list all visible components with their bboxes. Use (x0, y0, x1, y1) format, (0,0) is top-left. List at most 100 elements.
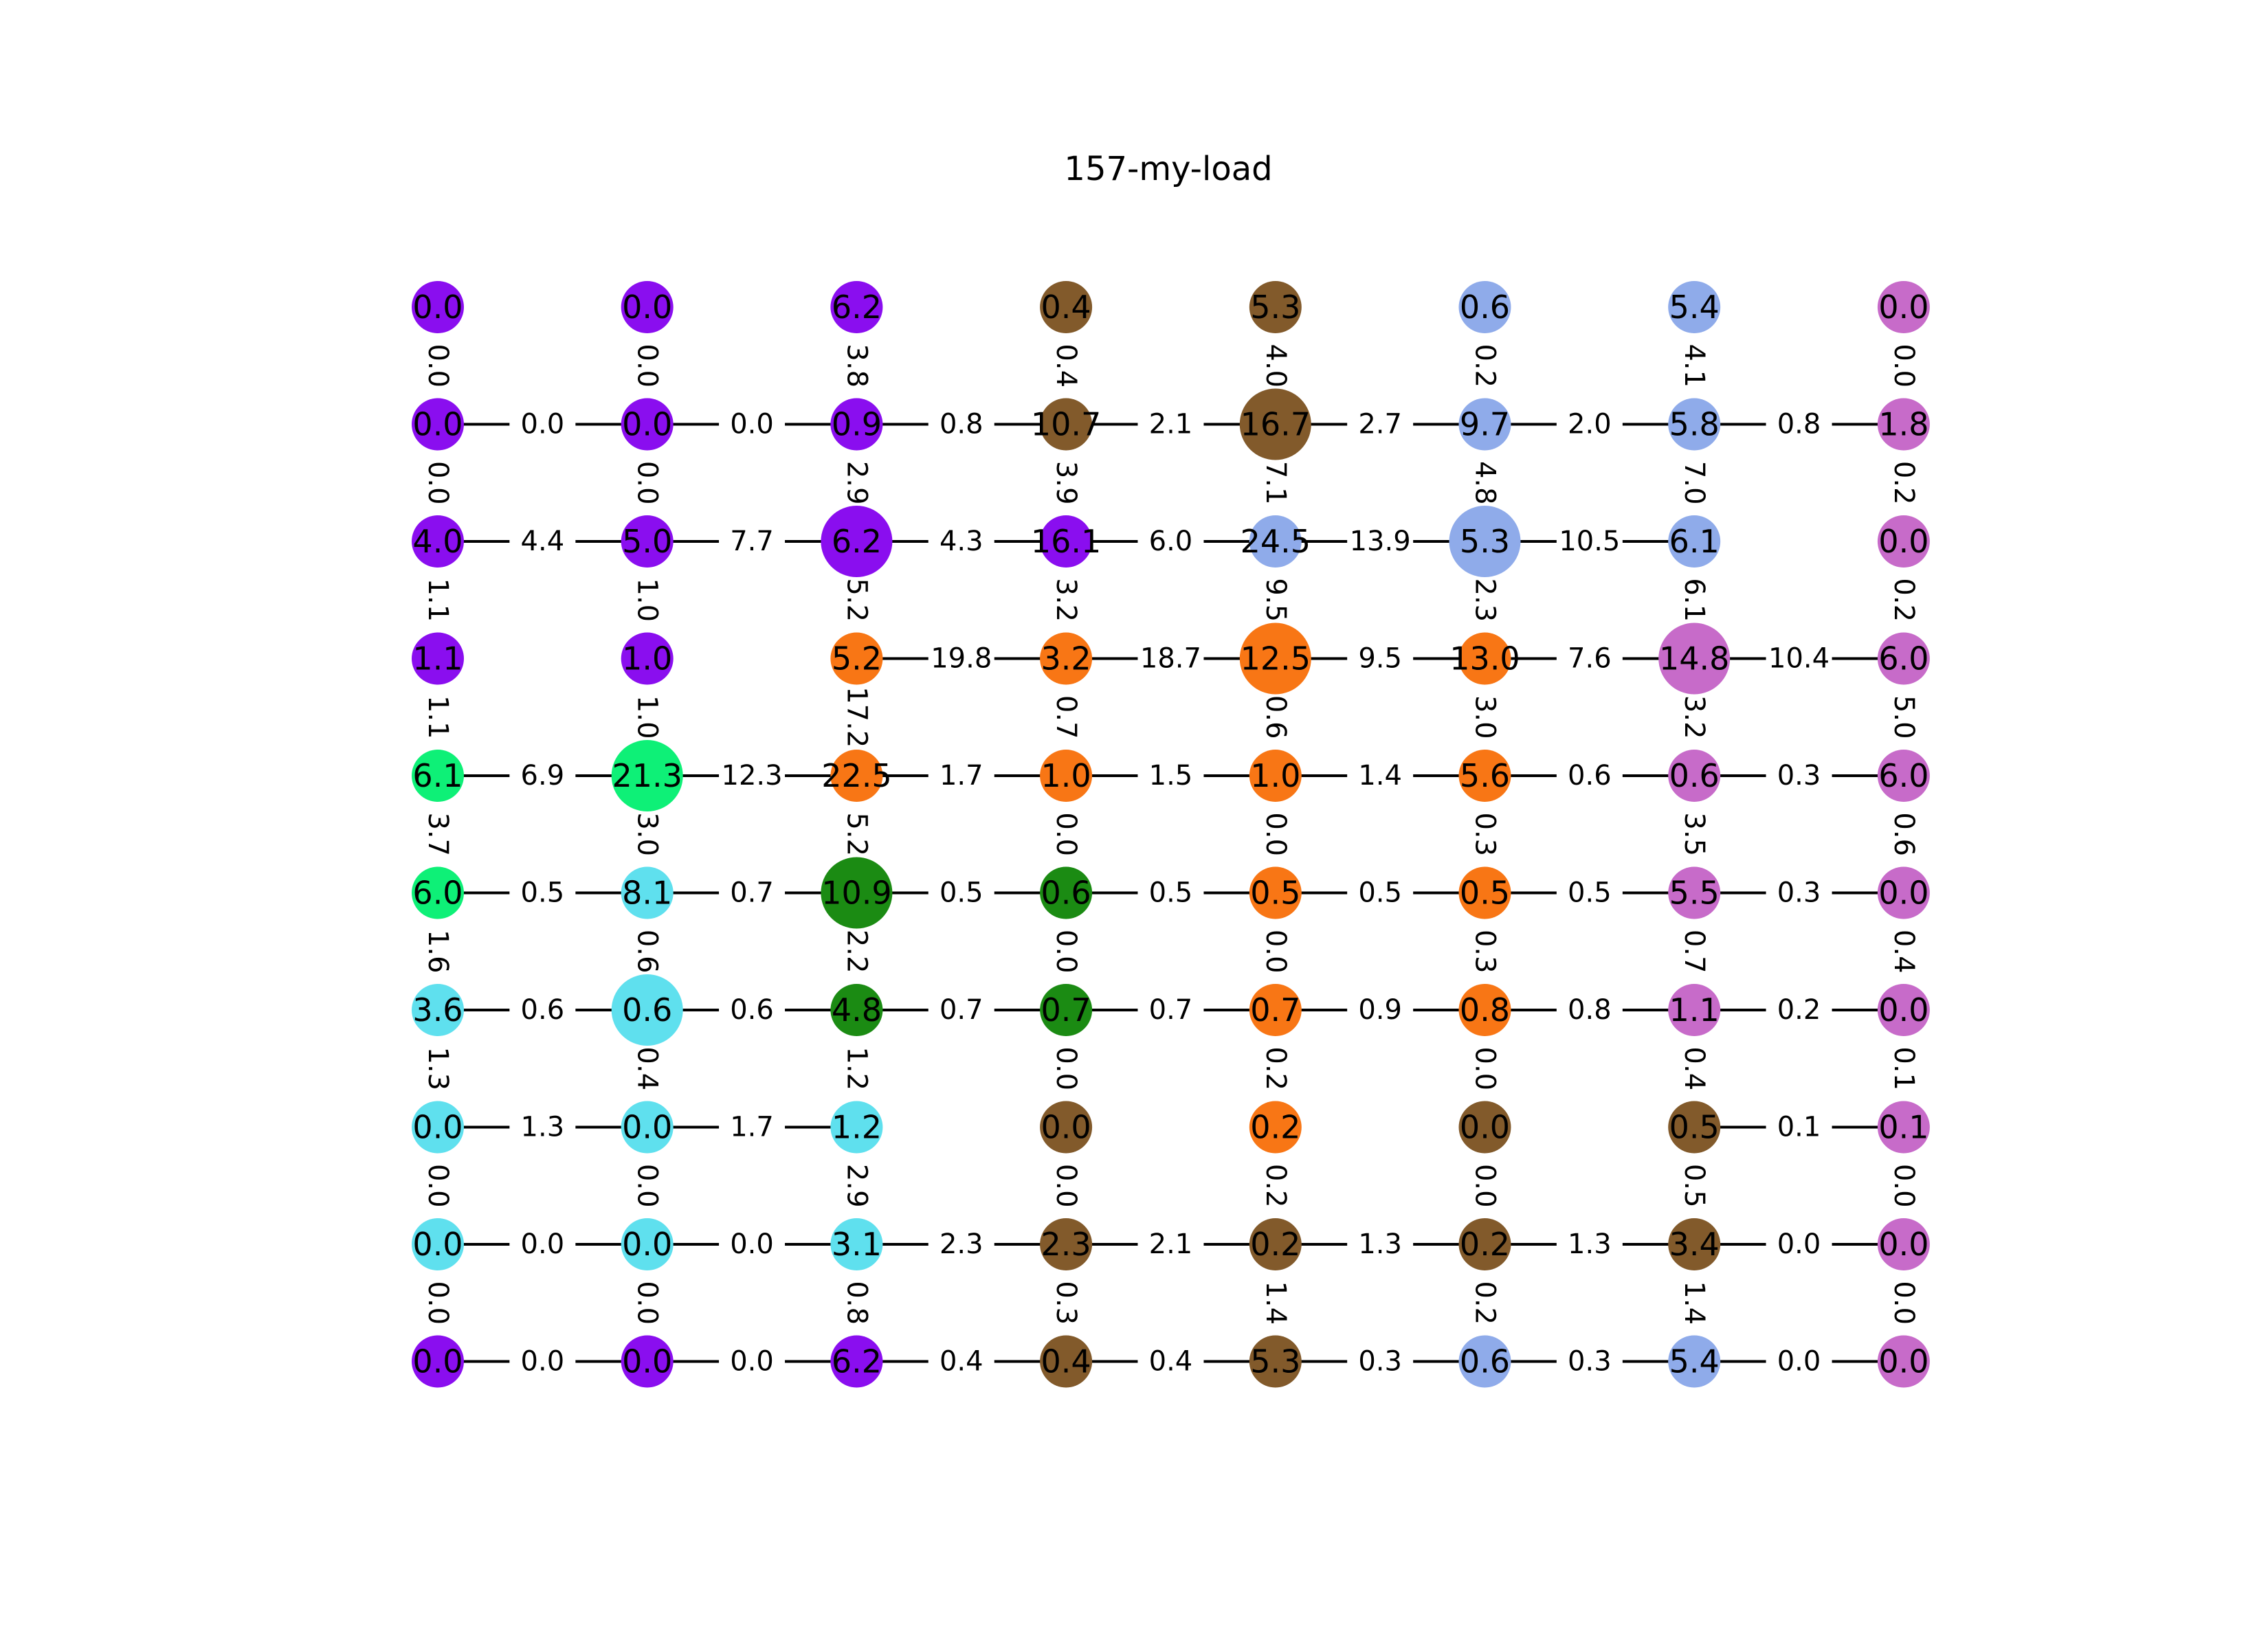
node-value-label: 1.1 (412, 640, 463, 677)
edge-label-vertical: 0.0 (422, 1164, 454, 1208)
node-value-label: 0.0 (412, 406, 463, 443)
node-value-label: 0.0 (622, 1343, 672, 1380)
grid-node (621, 398, 674, 451)
node-value-label: 1.0 (1250, 757, 1300, 794)
nodes-layer: 0.0 0.0 6.2 0.4 5.3 0.6 5.4 0.0 0.0 0.0 0.9 10.7 16.… (412, 281, 1930, 1388)
grid-node (1040, 866, 1093, 919)
grid-node (1877, 984, 1930, 1036)
edge-label-vertical: 3.9 (1050, 461, 1082, 505)
edge-label-vertical: 0.0 (1469, 1046, 1501, 1090)
edge-label-horizontal: 1.3 (1568, 1229, 1612, 1260)
edge-label-horizontal: 0.5 (521, 877, 565, 909)
grid-node (1040, 1335, 1093, 1388)
edge-label-vertical: 0.2 (1888, 578, 1920, 622)
node-value-label: 9.7 (1460, 406, 1510, 443)
grid-node (412, 515, 464, 568)
edge-label-horizontal: 0.3 (1358, 1346, 1402, 1378)
edge-label-vertical: 0.4 (632, 1046, 663, 1090)
edge-label-horizontal: 1.3 (1358, 1229, 1402, 1260)
edge-label-vertical: 0.3 (1469, 812, 1501, 856)
grid-node (1458, 750, 1511, 802)
edge-label-horizontal: 0.0 (730, 1346, 774, 1378)
node-value-label: 0.0 (1460, 1109, 1510, 1146)
edge-label-horizontal: 1.3 (521, 1112, 565, 1143)
edge-label-horizontal: 1.7 (730, 1112, 774, 1143)
edge-label-vertical: 7.0 (1678, 461, 1710, 505)
grid-node (1877, 866, 1930, 919)
edge-label-vertical: 9.5 (1260, 578, 1291, 622)
node-value-label: 0.0 (1041, 1109, 1091, 1146)
edge-label-horizontal: 10.5 (1559, 526, 1620, 557)
edge-label-vertical: 0.0 (1888, 344, 1920, 388)
edge-label-vertical: 0.0 (632, 344, 663, 388)
edge-label-horizontal: 1.4 (1358, 760, 1402, 792)
edge-label-horizontal: 7.7 (730, 526, 774, 557)
node-value-label: 0.8 (1460, 991, 1510, 1029)
node-value-label: 24.5 (1241, 523, 1311, 560)
grid-node (1458, 398, 1511, 451)
grid-node (1239, 622, 1311, 695)
edge-label-horizontal: 0.5 (940, 877, 983, 909)
grid-node (1040, 632, 1093, 685)
grid-node (611, 974, 683, 1046)
grid-node (1877, 750, 1930, 802)
edge-label-vertical: 1.4 (1260, 1281, 1291, 1325)
edge-label-vertical: 4.8 (1469, 461, 1501, 505)
grid-node (1658, 622, 1731, 695)
grid-node (621, 1101, 674, 1154)
node-value-label: 16.1 (1031, 523, 1101, 560)
edge-label-horizontal: 0.9 (1358, 994, 1402, 1026)
grid-node (1877, 1335, 1930, 1388)
grid-node (1668, 984, 1721, 1036)
edge-label-vertical: 0.6 (1260, 695, 1291, 739)
grid-node (1877, 398, 1930, 451)
grid-node (830, 984, 883, 1036)
node-value-label: 1.8 (1878, 406, 1928, 443)
node-value-label: 0.6 (1460, 1343, 1510, 1380)
node-value-label: 22.5 (821, 757, 891, 794)
node-value-label: 6.0 (1878, 757, 1928, 794)
node-value-label: 5.4 (1669, 289, 1720, 326)
node-value-label: 4.8 (832, 991, 882, 1029)
node-value-label: 0.0 (622, 1226, 672, 1263)
node-value-label: 0.0 (1878, 875, 1928, 912)
grid-node (1668, 398, 1721, 451)
node-value-label: 5.3 (1250, 1343, 1300, 1380)
edge-label-horizontal: 0.8 (1568, 994, 1612, 1026)
node-value-label: 16.7 (1241, 406, 1311, 443)
grid-node (1249, 1335, 1302, 1388)
edge-label-vertical: 0.0 (1050, 812, 1082, 856)
edge-label-horizontal: 13.9 (1350, 526, 1411, 557)
node-value-label: 6.2 (832, 289, 882, 326)
node-value-label: 0.0 (1878, 289, 1928, 326)
node-value-label: 0.5 (1460, 875, 1510, 912)
grid-node (412, 281, 464, 333)
grid-node (830, 750, 883, 802)
grid-node (621, 281, 674, 333)
node-value-label: 0.2 (1250, 1109, 1300, 1146)
edge-label-horizontal: 0.3 (1568, 1346, 1612, 1378)
node-value-label: 14.8 (1659, 640, 1729, 677)
edge-label-horizontal: 18.7 (1140, 643, 1201, 675)
edge-label-horizontal: 0.7 (1149, 994, 1193, 1026)
edge-label-horizontal: 2.0 (1568, 409, 1612, 440)
edge-label-horizontal: 0.5 (1149, 877, 1193, 909)
grid-node (1458, 1218, 1511, 1270)
node-value-label: 0.7 (1250, 991, 1300, 1029)
node-value-label: 5.3 (1250, 289, 1300, 326)
node-value-label: 0.0 (622, 1109, 672, 1146)
node-value-label: 13.0 (1449, 640, 1520, 677)
edge-label-vertical: 0.1 (1888, 1046, 1920, 1090)
node-value-label: 6.0 (1878, 640, 1928, 677)
edge-label-vertical: 4.1 (1678, 344, 1710, 388)
edge-label-vertical: 3.5 (1678, 812, 1710, 856)
node-value-label: 21.3 (612, 757, 682, 794)
edge-label-vertical: 5.2 (841, 578, 872, 622)
grid-node (412, 984, 464, 1036)
grid-node (830, 398, 883, 451)
edge-label-vertical: 1.3 (422, 1046, 454, 1090)
edge-label-vertical: 0.0 (632, 1281, 663, 1325)
edge-label-vertical: 2.2 (841, 930, 872, 974)
grid-node (1239, 388, 1311, 460)
edge-label-vertical: 1.6 (422, 930, 454, 974)
